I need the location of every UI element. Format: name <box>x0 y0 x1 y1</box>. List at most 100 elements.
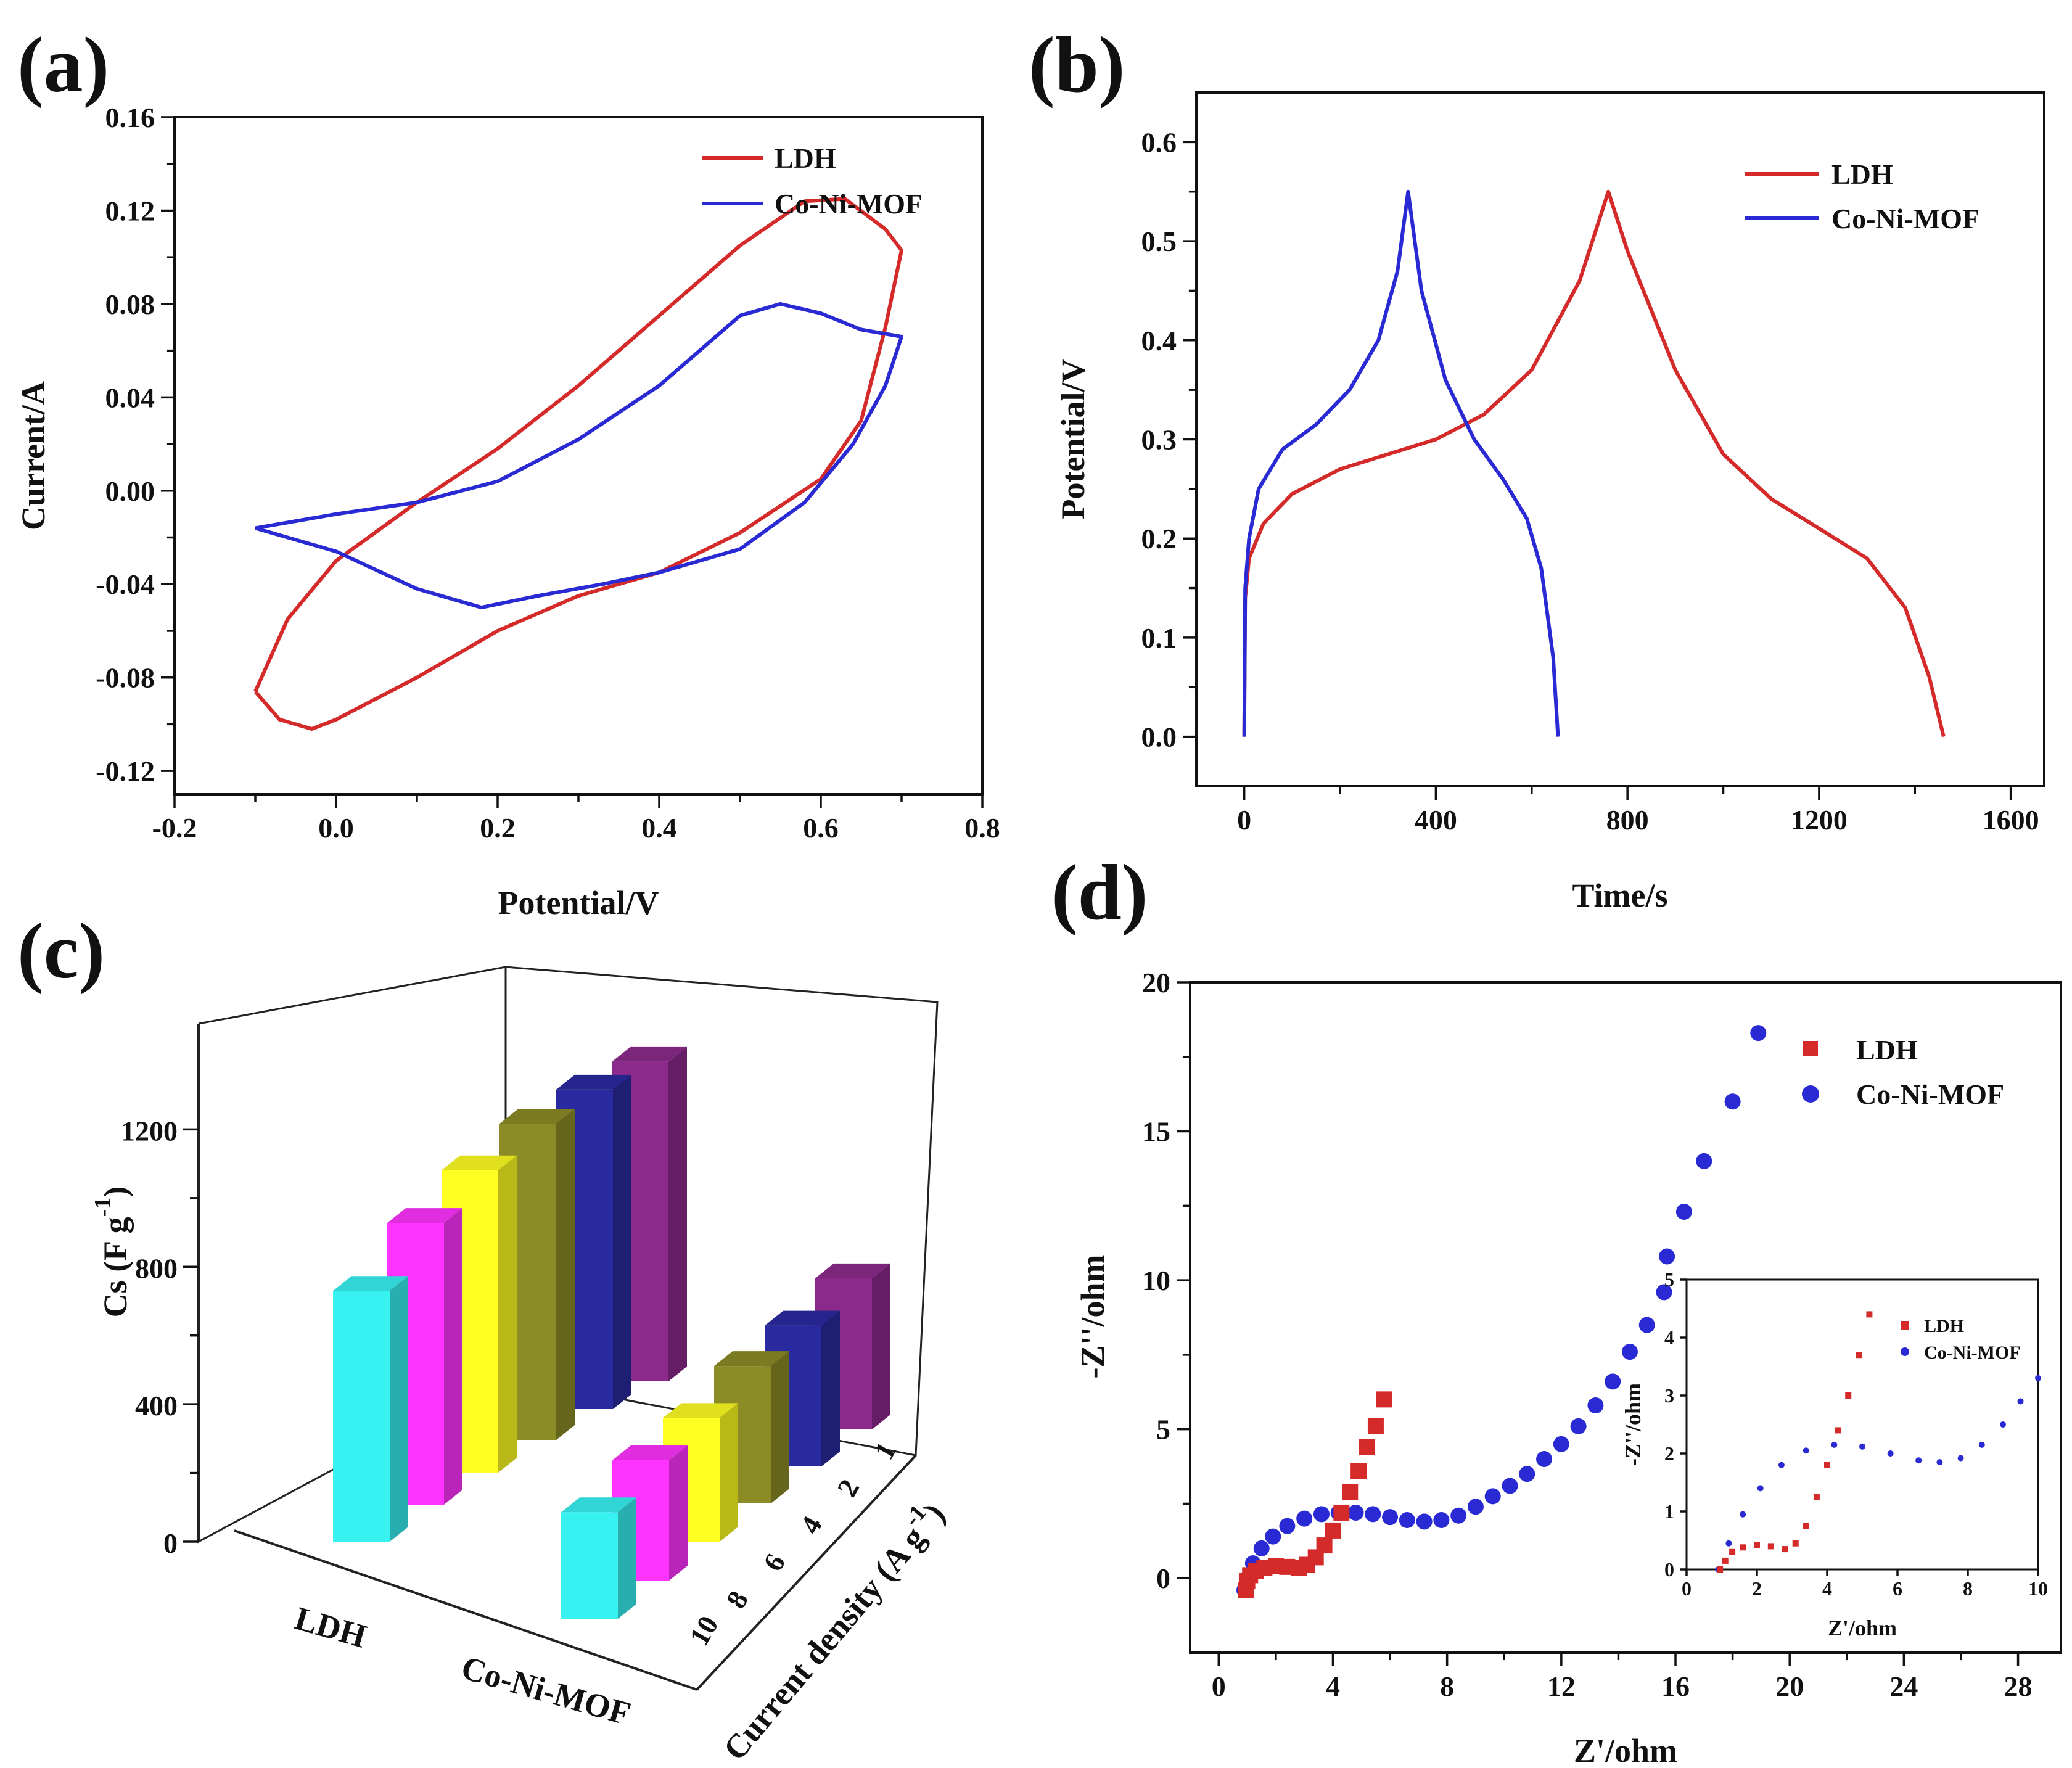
bar-ldh-10 <box>333 1291 390 1542</box>
data-point-ldh <box>1754 1542 1760 1548</box>
y-tick-label: 0.00 <box>105 475 155 507</box>
x-tick-label: 28 <box>2004 1671 2033 1702</box>
z-tick-label: 400 <box>135 1390 178 1421</box>
data-point-co-ni-mof <box>1570 1418 1587 1434</box>
inset-frame <box>1685 1278 2039 1571</box>
legend-ldh-label: LDH <box>775 142 836 174</box>
data-point-co-ni-mof <box>1605 1373 1621 1390</box>
bar-ldh-2-side <box>613 1074 631 1409</box>
data-point-ldh <box>1729 1548 1736 1555</box>
bar-co-ni-mof-8-top <box>612 1445 688 1460</box>
data-point-co-ni-mof <box>1978 1441 1985 1448</box>
data-point-ldh <box>1359 1439 1376 1455</box>
bar-co-ni-mof-10 <box>561 1512 618 1619</box>
x-tick-label: 0.0 <box>318 812 354 844</box>
x-tick-label: 0.4 <box>641 812 677 844</box>
legend-ldh-marker <box>1803 1041 1818 1056</box>
data-point-co-ni-mof <box>1265 1528 1281 1545</box>
bar-ldh-6-top <box>442 1155 517 1170</box>
x-tick-label: 0 <box>1212 1671 1226 1702</box>
data-point-ldh <box>1367 1418 1384 1434</box>
panel-a-legend: LDH Co-Ni-MOF <box>702 142 923 220</box>
data-point-co-ni-mof <box>1936 1459 1943 1466</box>
panel-d-legend: LDH Co-Ni-MOF <box>1802 1034 2004 1110</box>
data-point-co-ni-mof <box>1365 1506 1381 1523</box>
y-tick-label: 0.08 <box>105 289 155 320</box>
data-point-ldh <box>1767 1543 1774 1550</box>
data-point-co-ni-mof <box>1757 1485 1764 1492</box>
data-point-co-ni-mof <box>1675 1203 1692 1220</box>
data-point-co-ni-mof <box>2017 1398 2024 1405</box>
z-tick-label: 1200 <box>121 1115 178 1146</box>
panel-b-xlabel: Time/s <box>1572 877 1667 914</box>
x-tick-label: 0.8 <box>964 812 1000 844</box>
data-point-ldh <box>1803 1523 1809 1529</box>
panel-c-ylabel: Cs (F g-1) <box>90 1186 134 1318</box>
panel-d-xlabel: Z'/ohm <box>1574 1732 1677 1768</box>
data-point-co-ni-mof <box>1553 1436 1569 1452</box>
data-point-ldh <box>1376 1391 1392 1408</box>
y-tick-label: 3 <box>1664 1384 1674 1407</box>
panel-b-legend: LDH Co-Ni-MOF <box>1745 158 1980 234</box>
x-tick-label: 400 <box>1415 804 1457 836</box>
x-tick-label: 10 <box>2028 1577 2048 1600</box>
data-point-co-ni-mof <box>1587 1397 1604 1414</box>
data-point-co-ni-mof <box>1313 1506 1330 1523</box>
inset-legend-mof-label: Co-Ni-MOF <box>1924 1342 2021 1363</box>
y-tick-label: 10 <box>1142 1265 1170 1296</box>
data-point-co-ni-mof <box>1502 1478 1518 1494</box>
data-point-co-ni-mof <box>1915 1457 1922 1464</box>
data-point-co-ni-mof <box>1778 1462 1785 1468</box>
panel-b-ylabel: Potential/V <box>1054 359 1092 520</box>
bar-ldh-4-top <box>500 1109 575 1124</box>
data-point-ldh <box>1722 1557 1729 1564</box>
data-point-ldh <box>1350 1463 1367 1479</box>
data-point-co-ni-mof <box>1638 1317 1655 1333</box>
y-tick-label: 20 <box>1142 967 1170 998</box>
data-point-ldh <box>1333 1504 1350 1521</box>
data-point-co-ni-mof <box>1253 1540 1270 1556</box>
y-tick-label: 0.1 <box>1141 622 1177 654</box>
data-point-ldh <box>1813 1494 1820 1500</box>
data-point-co-ni-mof <box>1296 1510 1313 1527</box>
panel-c-axis-density <box>696 1454 917 1691</box>
panel-d-inset-chart: 0 2 4 6 8 10 0 1 2 3 4 5 LDH Co-Ni-MOF Z'/ohm -Z''/… <box>1621 1268 2048 1640</box>
y-tick-label: 0.5 <box>1141 226 1177 257</box>
y-tick-label: -0.08 <box>96 662 155 694</box>
bar-ldh-10-top <box>333 1276 408 1291</box>
bar-ldh-1-side <box>668 1046 687 1381</box>
x-tick-label: 8 <box>1440 1671 1454 1702</box>
inset-legend-mof-marker <box>1901 1347 1909 1356</box>
data-point-co-ni-mof <box>1831 1441 1838 1448</box>
y-tick-label: 5 <box>1664 1268 1674 1291</box>
panel-d-frame <box>1189 981 2062 1654</box>
data-point-co-ni-mof <box>1279 1518 1296 1534</box>
panel-d-label: (d) <box>1051 849 1148 936</box>
x-tick-label: -0.2 <box>152 812 197 844</box>
data-point-co-ni-mof <box>2000 1421 2006 1428</box>
bar-co-ni-mof-6-top <box>663 1403 738 1418</box>
legend-mof-label: Co-Ni-MOF <box>1856 1079 2004 1110</box>
data-point-co-ni-mof <box>1621 1344 1638 1360</box>
bar-ldh-10-side <box>390 1276 408 1542</box>
data-point-ldh <box>1792 1540 1799 1547</box>
series-line-ldh <box>253 197 903 731</box>
data-point-ldh <box>1856 1352 1862 1359</box>
bar-ldh-8-side <box>444 1208 462 1505</box>
bar-co-ni-mof-2-top <box>765 1310 840 1326</box>
x-tick-label: 0 <box>1682 1577 1692 1600</box>
bar-ldh-6-side <box>498 1155 517 1473</box>
panel-d-ylabel: -Z''/ohm <box>1074 1254 1111 1378</box>
y-tick-label: 4 <box>1664 1326 1674 1349</box>
legend-mof-label: Co-Ni-MOF <box>1832 203 1980 234</box>
x-tick-label: 4 <box>1822 1577 1832 1600</box>
x-tick-label: 0 <box>1237 804 1251 836</box>
y-tick-label: 5 <box>1156 1414 1170 1445</box>
series-line-ldh <box>1242 189 1946 738</box>
y-tick-label: 0.04 <box>105 382 155 413</box>
data-point-ldh <box>1342 1484 1359 1500</box>
bar-co-ni-mof-10-side <box>618 1497 636 1619</box>
inset-legend-ldh-marker <box>1901 1321 1909 1330</box>
